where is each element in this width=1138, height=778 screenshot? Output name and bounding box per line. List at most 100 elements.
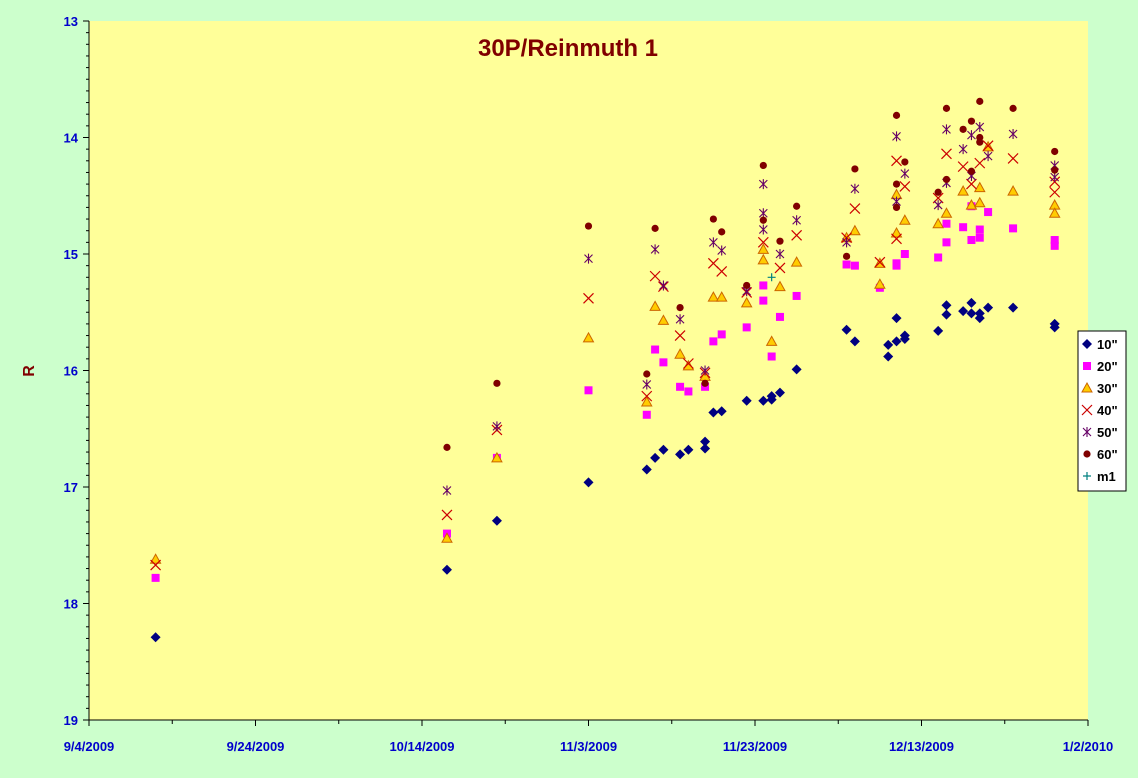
data-point: [899, 181, 911, 192]
data-point: [966, 308, 977, 319]
data-point: [642, 410, 651, 419]
data-point: [792, 291, 801, 300]
legend-label: 30": [1097, 381, 1118, 396]
data-point: [1049, 186, 1061, 198]
data-point: [775, 312, 784, 321]
data-point: [709, 337, 718, 346]
data-point: [758, 395, 769, 406]
data-point: [493, 379, 501, 387]
y-tick-label: 15: [64, 247, 78, 262]
legend-label: 60": [1097, 447, 1118, 462]
data-point: [757, 243, 770, 254]
data-point: [1051, 147, 1059, 156]
data-point: [899, 330, 910, 341]
data-point: [941, 309, 952, 320]
x-tick-label: 9/24/2009: [227, 739, 285, 754]
data-point: [959, 125, 967, 133]
y-tick-label: 13: [64, 14, 78, 29]
data-point: [774, 262, 786, 274]
data-point: [900, 250, 909, 258]
data-point: [701, 379, 709, 387]
data-point: [740, 296, 753, 308]
data-point: [958, 306, 969, 317]
data-point: [892, 203, 901, 211]
data-point: [841, 324, 852, 335]
series: [150, 297, 1060, 643]
data-point: [765, 335, 778, 346]
data-point: [1007, 153, 1019, 164]
data-point: [791, 364, 802, 375]
data-point: [1050, 236, 1059, 245]
legend-marker: [1083, 450, 1091, 458]
data-point: [775, 249, 785, 259]
data-point: [1008, 302, 1019, 313]
legend-marker: [1082, 427, 1092, 437]
data-point: [983, 302, 994, 313]
data-point: [851, 165, 859, 173]
legend-marker: [1081, 404, 1093, 416]
data-point: [891, 313, 902, 324]
data-point: [957, 161, 969, 173]
data-point: [715, 291, 728, 302]
data-point: [966, 178, 977, 190]
data-point: [759, 161, 767, 170]
data-point: [774, 387, 785, 398]
data-point: [967, 117, 976, 125]
data-point: [675, 449, 686, 460]
data-point: [849, 224, 861, 236]
data-point: [675, 314, 685, 325]
y-tick-label: 16: [64, 364, 78, 379]
data-point: [758, 179, 768, 190]
data-point: [1048, 207, 1061, 218]
data-point: [842, 252, 851, 260]
data-point: [1009, 104, 1017, 112]
data-point: [674, 330, 686, 341]
data-point: [1050, 241, 1059, 250]
data-point: [584, 253, 593, 264]
data-point: [883, 339, 894, 350]
data-point: [659, 280, 668, 291]
legend-label: 40": [1097, 403, 1118, 418]
data-point: [892, 259, 901, 268]
y-tick-label: 17: [64, 480, 78, 495]
data-point: [642, 379, 652, 390]
data-point: [934, 253, 943, 262]
data-point: [965, 199, 978, 210]
data-point: [1007, 185, 1019, 196]
data-point: [942, 238, 951, 247]
data-point: [959, 223, 968, 232]
data-point: [957, 185, 969, 196]
data-point: [757, 253, 770, 265]
x-tick-label: 11/23/2009: [723, 739, 787, 754]
data-point: [973, 181, 986, 193]
data-point: [584, 386, 593, 395]
data-point: [883, 351, 894, 362]
data-point: [776, 237, 784, 245]
data-point: [849, 203, 861, 214]
chart-title: 30P/Reinmuth 1: [478, 35, 658, 62]
legend: 10" 20" 30" 40" 50" 60" m1: [1077, 330, 1127, 492]
data-point: [658, 444, 669, 455]
data-point: [891, 233, 902, 245]
data-point: [892, 131, 901, 142]
data-point: [942, 219, 951, 228]
data-point: [973, 196, 986, 208]
data-point: [708, 237, 718, 248]
data-point: [941, 148, 952, 160]
data-point: [709, 215, 717, 223]
data-point: [892, 111, 901, 119]
data-point: [890, 227, 903, 238]
data-point: [683, 444, 694, 455]
data-point: [717, 330, 726, 339]
data-point: [700, 365, 710, 376]
data-point: [758, 208, 768, 219]
data-point: [982, 140, 994, 152]
data-point: [791, 229, 803, 241]
series: [442, 122, 1060, 496]
data-point: [441, 509, 453, 521]
y-tick-label: 14: [64, 131, 79, 146]
x-tick-label: 1/2/2010: [1063, 739, 1114, 754]
data-point: [441, 564, 452, 575]
